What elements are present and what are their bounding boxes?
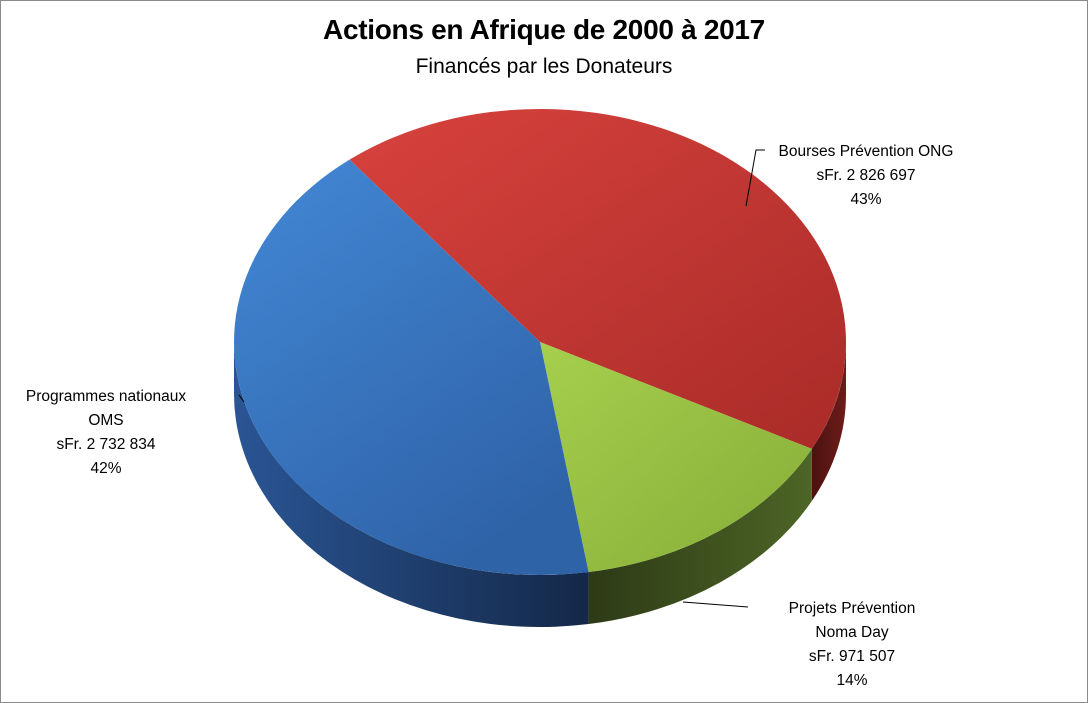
pie-labels: Bourses Prévention ONG sFr. 2 826 697 43% P… xyxy=(26,143,954,689)
data-label-bourses-percent: 43% xyxy=(850,191,881,208)
data-label-programmes-name: Programmes nationaux xyxy=(26,388,186,405)
pie-side-programmes xyxy=(234,342,589,627)
chart-title: Actions en Afrique de 2000 à 2017 xyxy=(323,14,765,45)
pie-side-bourses xyxy=(811,342,846,501)
data-label-projets: Projets Prévention Noma Day sFr. 971 507 14… xyxy=(789,600,916,689)
data-label-projets-name: Projets Prévention xyxy=(789,600,916,617)
data-label-programmes-name: OMS xyxy=(88,412,123,429)
data-label-projets-percent: 14% xyxy=(836,672,867,689)
chart-subtitle: Financés par les Donateurs xyxy=(415,55,673,78)
data-label-bourses: Bourses Prévention ONG sFr. 2 826 697 43% xyxy=(779,143,954,208)
leader-line-projets xyxy=(682,601,749,608)
data-label-programmes: Programmes nationaux OMS sFr. 2 732 834 42% xyxy=(26,388,186,477)
pie-slice-programmes xyxy=(234,159,589,576)
pie-sides xyxy=(234,342,846,627)
data-label-programmes-value: sFr. 2 732 834 xyxy=(56,436,155,453)
pie-side-projets xyxy=(588,448,812,625)
data-label-bourses-value: sFr. 2 826 697 xyxy=(816,167,915,184)
data-label-programmes-percent: 42% xyxy=(90,460,121,477)
data-label-projets-value: sFr. 971 507 xyxy=(809,648,895,665)
leader-line-programmes xyxy=(238,394,245,403)
pie-slice-projets xyxy=(540,342,812,573)
data-label-projets-name: Noma Day xyxy=(815,624,888,641)
pie-slice-bourses xyxy=(349,109,846,449)
leader-line-bourses xyxy=(745,149,765,207)
data-label-bourses-name: Bourses Prévention ONG xyxy=(779,143,954,160)
pie-tops xyxy=(234,109,846,576)
